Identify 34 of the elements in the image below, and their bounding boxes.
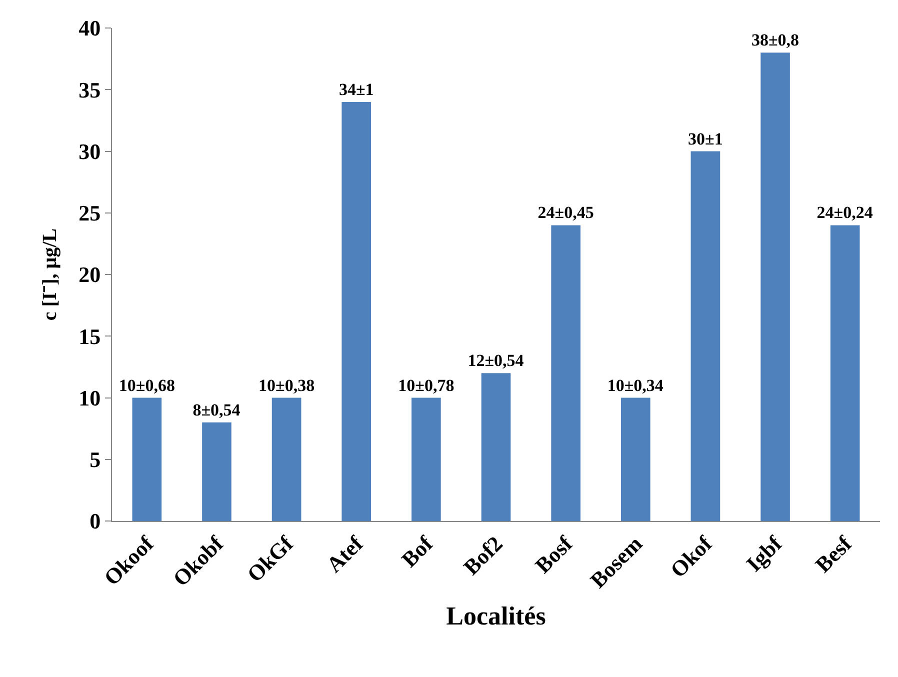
- y-tick-label: 5: [90, 447, 101, 472]
- bar: [760, 52, 790, 521]
- y-tick-label: 40: [78, 16, 101, 41]
- y-tick-label: 30: [78, 138, 101, 164]
- bar: [412, 398, 441, 521]
- data-label: 30±1: [688, 129, 723, 148]
- y-tick-label: 0: [90, 508, 101, 534]
- bar: [272, 398, 302, 521]
- bar: [342, 102, 372, 521]
- bar: [551, 225, 580, 521]
- y-tick-label: 20: [78, 262, 101, 288]
- data-label: 24±0,24: [816, 203, 874, 222]
- data-label: 12±0,54: [468, 351, 524, 370]
- data-label: 38±0,8: [751, 30, 800, 50]
- data-label: 10±0,68: [118, 376, 175, 395]
- data-label: 10±0,38: [258, 376, 315, 395]
- bar: [690, 151, 720, 521]
- y-tick-label: 10: [78, 385, 101, 410]
- y-tick-label: 25: [78, 200, 101, 226]
- y-axis-title: c [I⁻], μg/L: [39, 228, 62, 321]
- data-label: 10±0,78: [398, 376, 454, 395]
- bar: [132, 398, 162, 521]
- data-label: 24±0,45: [538, 203, 594, 222]
- data-label: 8±0,54: [192, 400, 241, 420]
- x-tick-label: Bof: [396, 530, 438, 572]
- bar: [481, 373, 511, 521]
- x-axis-title: Localités: [446, 601, 546, 630]
- data-label: 10±0,34: [607, 376, 664, 395]
- y-tick-label: 15: [78, 324, 101, 349]
- bar: [830, 225, 860, 521]
- y-tick-label: 35: [78, 77, 101, 102]
- data-label: 34±1: [338, 80, 374, 99]
- bar: [620, 398, 650, 521]
- bar: [202, 422, 232, 521]
